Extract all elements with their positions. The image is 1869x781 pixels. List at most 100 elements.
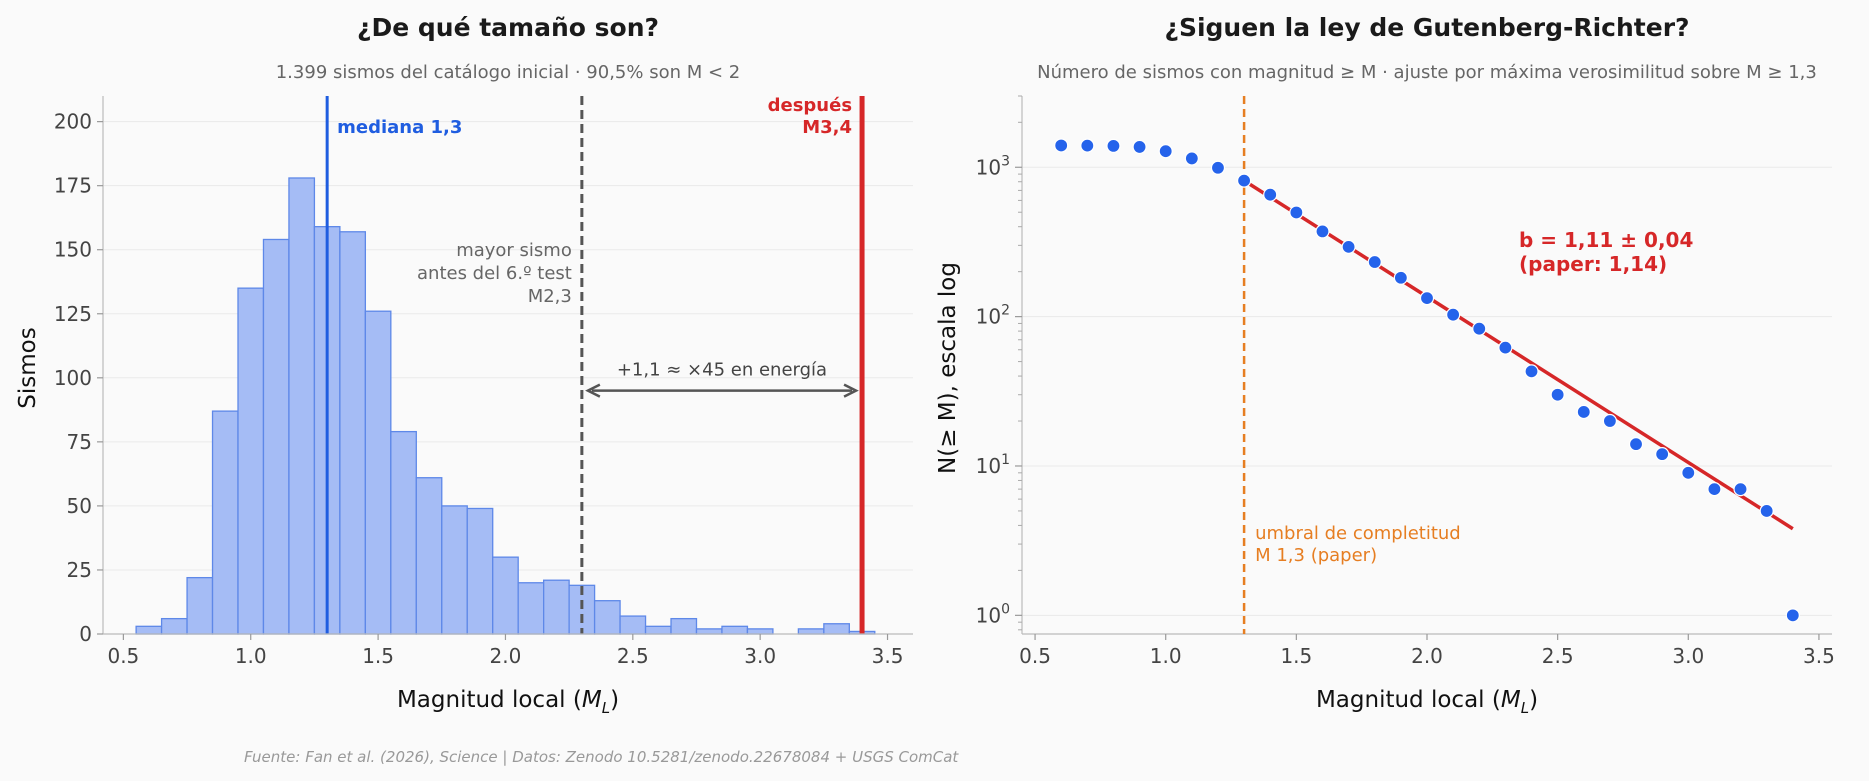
gr-point [1446,307,1461,322]
gr-point [1759,503,1774,519]
gr-annotations: b = 1,11 ± 0,04(paper: 1,14) umbral de co… [1255,228,1693,566]
histogram-x-tick-label: 1.0 [235,644,267,668]
gr-x-axis-label: Magnitud local (ML) [1316,687,1538,717]
gr-point [1236,173,1252,188]
energy-arrow-head-left [585,383,601,398]
gr-points [1054,138,1800,623]
histogram-bar [746,628,774,635]
gr-point [1315,224,1330,239]
histogram-bars [135,177,876,635]
histogram-bar [823,623,850,635]
histogram-bar [721,625,749,635]
histogram-bar [364,310,392,635]
histogram-x-tick-label: 0.5 [107,644,139,668]
gr-axes: 0.5 1.0 1.5 2.0 2.5 3.0 3.5 100 101 102 103 [976,95,1835,668]
histogram-y-tick-label: 0 [79,622,92,646]
gr-point [1733,482,1748,497]
gr-y-tick-label: 102 [976,303,1010,329]
gr-x-tick-label: 1.0 [1150,644,1182,668]
histogram-panel: ¿De qué tamaño son? 1.399 sismos del cat… [15,13,913,717]
histogram-bar [670,617,698,635]
gr-subtitle: Número de sismos con magnitud ≥ M · ajus… [1037,62,1817,83]
gr-point [1054,138,1069,153]
gr-point [1602,413,1618,429]
histogram-reference-lines [325,96,865,634]
histogram-bar [593,600,621,635]
gr-point [1367,254,1382,270]
histogram-bar [390,430,417,635]
histogram-x-tick-label: 2.0 [490,644,522,668]
histogram-bar [288,177,316,635]
gr-point [1524,364,1539,379]
gr-point [1263,187,1278,202]
histogram-subtitle: 1.399 sismos del catálogo inicial · 90,5… [276,62,741,83]
gr-point [1341,239,1356,254]
histogram-x-tick-label: 3.5 [872,644,904,668]
gr-point [1289,205,1304,220]
histogram-x-tick-label: 2.5 [617,644,649,668]
footer-source: Fuente: Fan et al. (2026), Science | Dat… [244,748,959,766]
gr-point [1080,138,1095,153]
histogram-bar [543,579,570,635]
histogram-y-tick-label: 200 [54,110,92,134]
histogram-bar [441,505,468,635]
histogram-bar [695,628,723,635]
gr-point [1106,138,1121,154]
histogram-bar [237,287,265,635]
histogram-bar [262,238,290,635]
completeness-threshold-label: M 1,3 (paper) [1255,545,1377,566]
histogram-y-tick-label: 100 [54,366,92,390]
b-value-label: (paper: 1,14) [1519,252,1667,276]
histogram-bar [186,576,214,635]
histogram-y-tick-label: 150 [54,238,92,262]
gr-lines [1242,96,1794,634]
histogram-bar [517,582,545,635]
before-test-label: antes del 6.º test [417,263,572,284]
histogram-y-tick-label: 125 [54,302,92,326]
gr-point [1132,139,1147,155]
gr-grid [1022,166,1832,616]
histogram-y-tick-label: 175 [54,174,92,198]
gr-y-tick-label: 100 [976,601,1010,627]
gr-x-tick-label: 2.0 [1411,644,1443,668]
gr-x-tick-label: 2.5 [1542,644,1574,668]
gr-y-tick-label: 101 [976,452,1010,478]
histogram-bar [415,477,443,635]
histogram-bar [160,617,188,635]
gr-point [1419,291,1435,306]
gr-point [1210,160,1226,175]
histogram-y-tick-label: 75 [67,430,92,454]
histogram-axes: 0.5 1.0 1.5 2.0 2.5 3.0 3.5 0 25 50 75 100 125 150 175… [54,96,913,668]
gr-point [1393,270,1408,285]
histogram-y-axis-label: Sismos [15,327,41,408]
gr-point [1158,144,1173,159]
histogram-bar [797,628,825,635]
gr-point [1472,321,1487,336]
histogram-x-axis-label: Magnitud local (ML) [397,687,619,717]
after-test-label: después [768,95,852,116]
histogram-bar [211,410,239,635]
gr-title: ¿Siguen la ley de Gutenberg-Richter? [1164,13,1689,42]
histogram-title: ¿De qué tamaño son? [357,13,659,42]
median-label: mediana 1,3 [337,117,462,138]
before-test-label: mayor sismo [456,240,572,261]
histogram-bar [466,507,494,635]
gr-point [1707,482,1722,497]
gr-point [1498,340,1513,355]
histogram-x-tick-label: 1.5 [362,644,394,668]
gr-x-tick-label: 3.0 [1672,644,1704,668]
gr-point [1655,447,1670,462]
histogram-bar [492,556,519,635]
before-test-label: M2,3 [528,286,572,307]
histogram-x-tick-label: 3.0 [744,644,776,668]
gr-x-tick-label: 0.5 [1019,644,1051,668]
gr-y-tick-label: 103 [976,153,1010,179]
gr-point [1681,465,1696,480]
histogram-bar [619,615,647,635]
histogram-y-tick-label: 25 [67,558,92,582]
energy-arrow-label: +1,1 ≈ ×45 en energía [617,360,827,381]
gr-x-tick-label: 1.5 [1280,644,1312,668]
gr-point [1628,437,1644,452]
